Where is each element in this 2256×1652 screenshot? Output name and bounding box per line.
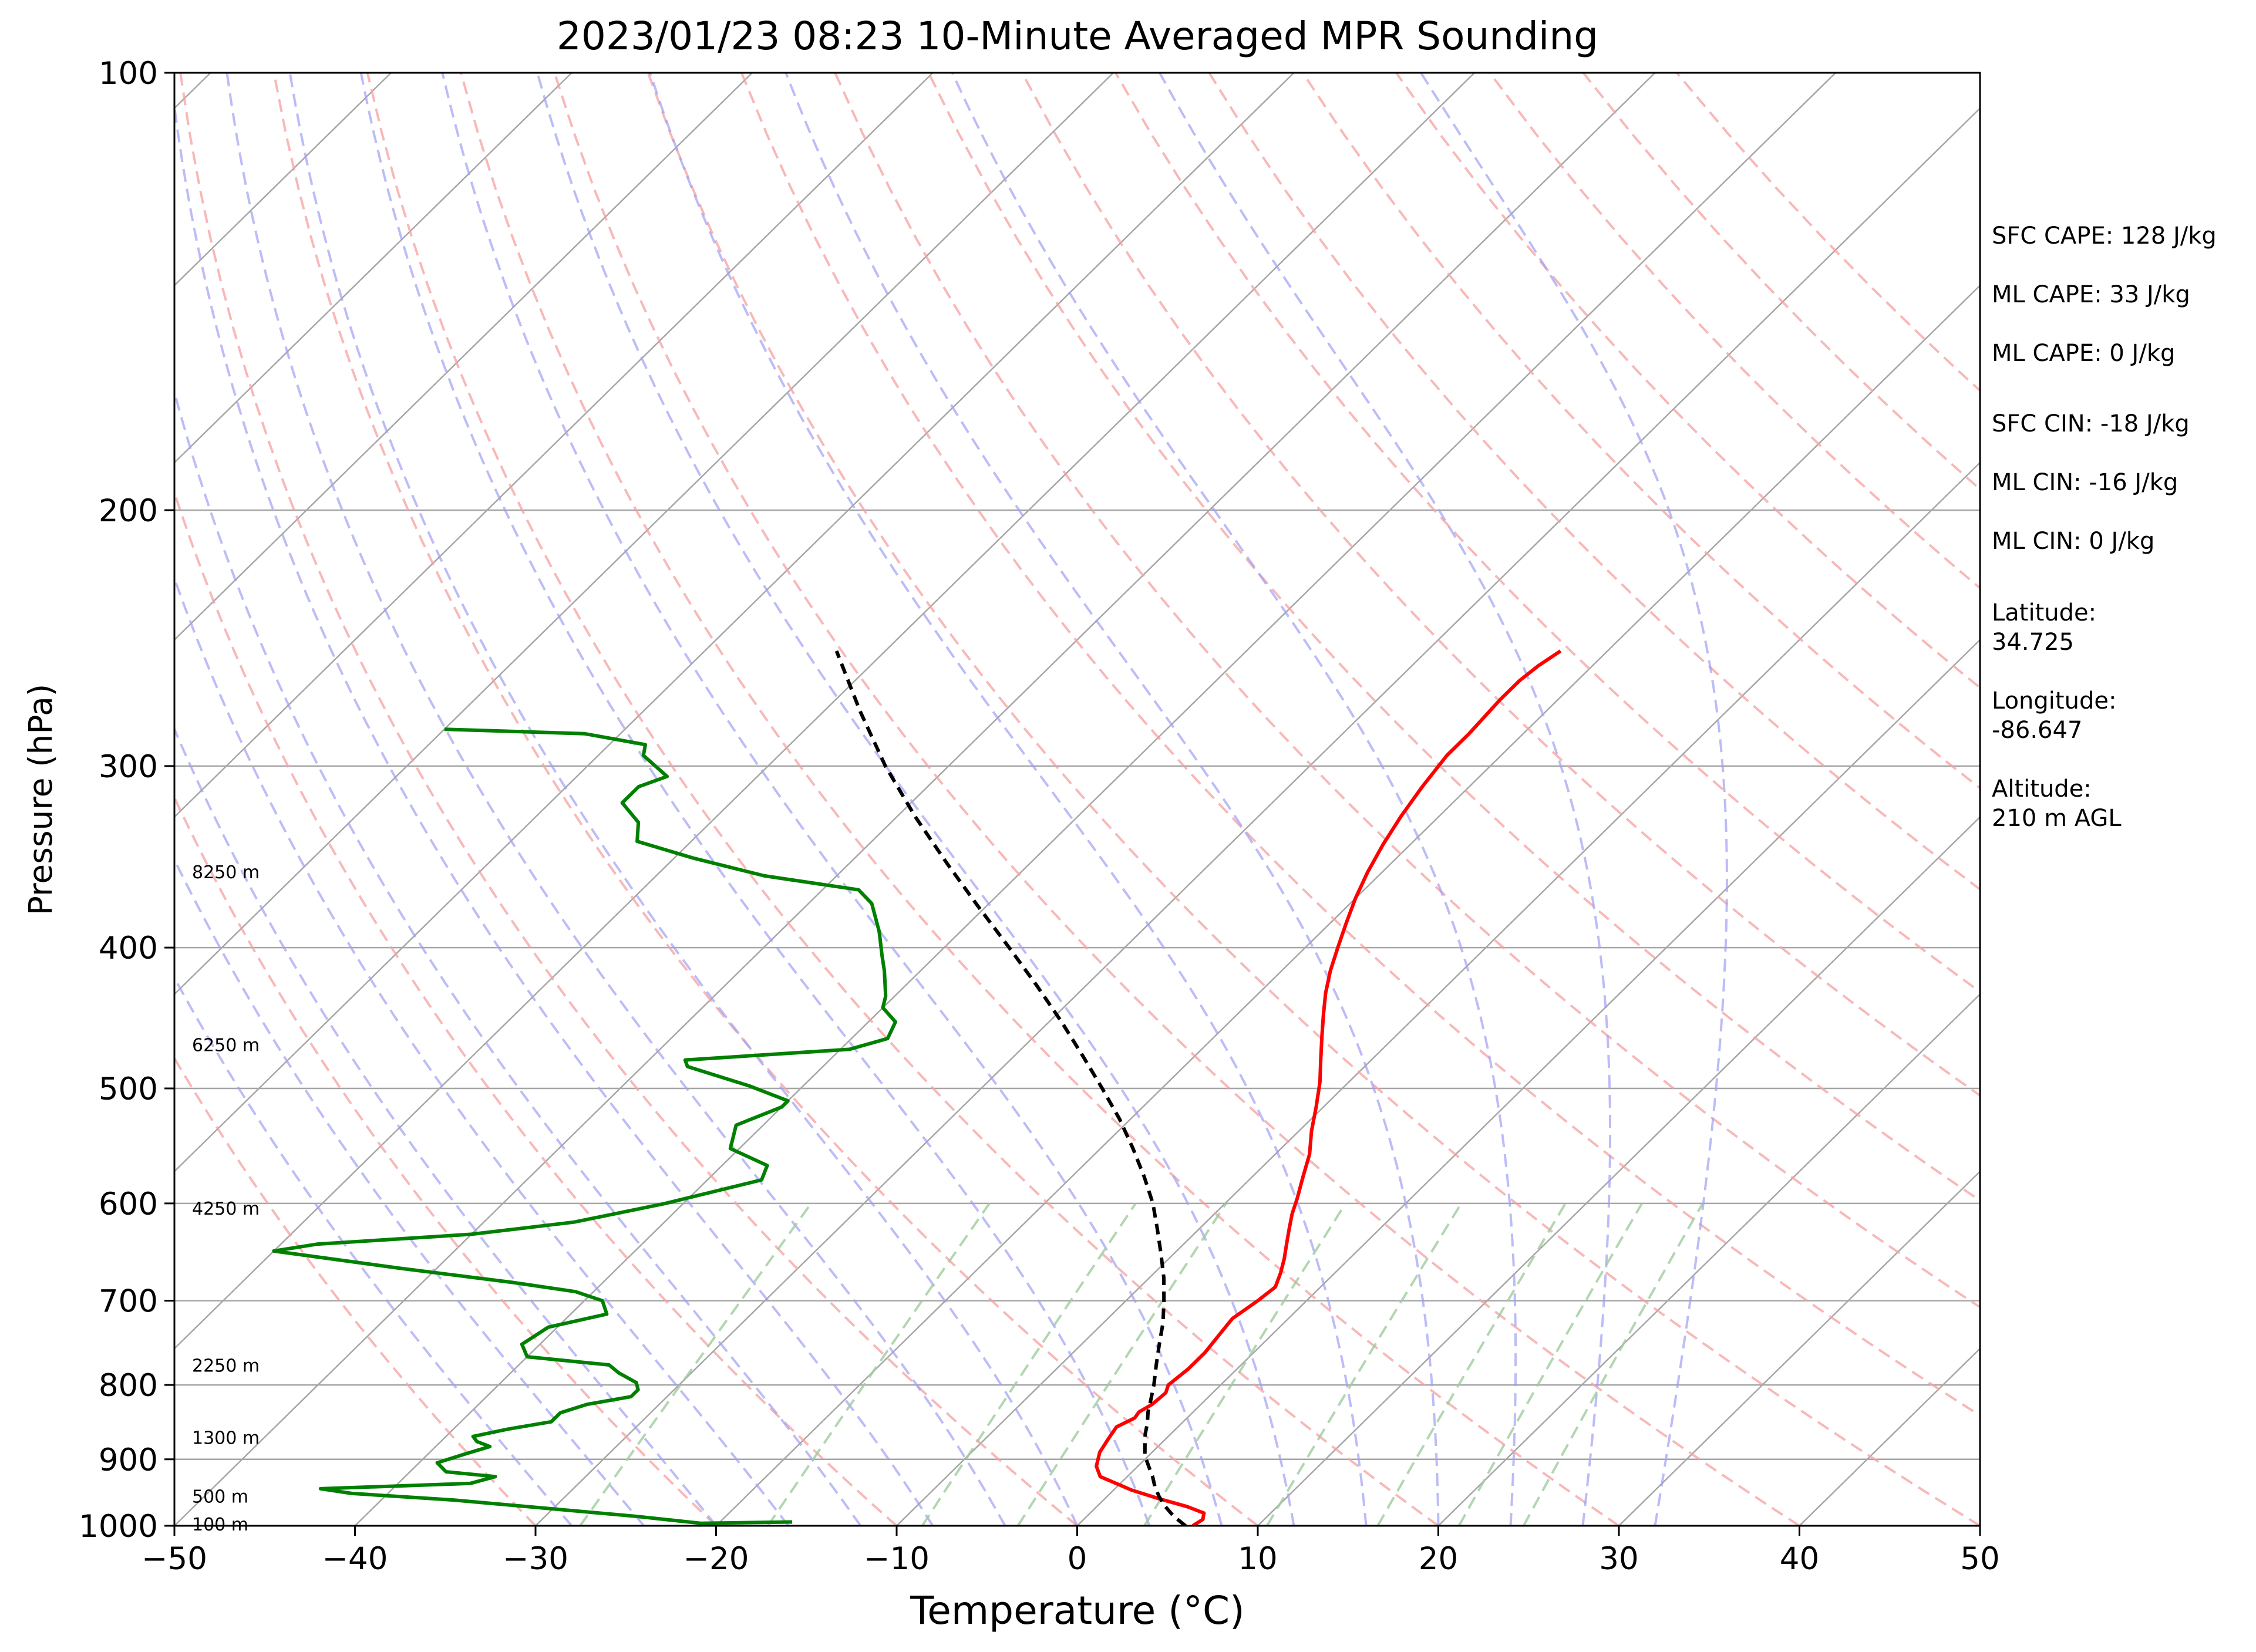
y-axis-label: Pressure (hPa): [22, 684, 59, 916]
y-tick-label: 200: [99, 493, 158, 529]
latitude-label: Latitude:: [1992, 599, 2096, 626]
altitude-value: 210 m AGL: [1992, 805, 2122, 832]
x-axis-label: Temperature (°C): [910, 1588, 1245, 1633]
height-label: 1300 m: [192, 1428, 260, 1448]
x-tick-label: 40: [1780, 1541, 1819, 1577]
y-tick-label: 800: [99, 1368, 158, 1404]
x-tick-label: 0: [1068, 1541, 1087, 1577]
y-tick-label: 400: [99, 930, 158, 966]
x-tick-label: −50: [142, 1541, 207, 1577]
y-tick-label: 100: [99, 56, 158, 92]
height-label: 6250 m: [192, 1036, 260, 1056]
height-label: 100 m: [192, 1515, 248, 1535]
chart-title: 2023/01/23 08:23 10-Minute Averaged MPR …: [557, 14, 1598, 59]
x-tick-label: −10: [864, 1541, 930, 1577]
x-tick-label: 50: [1960, 1541, 1999, 1577]
height-label: 8250 m: [192, 862, 260, 883]
x-tick-label: 30: [1599, 1541, 1638, 1577]
x-tick-label: 10: [1238, 1541, 1277, 1577]
x-tick-label: −20: [683, 1541, 749, 1577]
x-tick-label: 20: [1419, 1541, 1458, 1577]
x-tick-label: −40: [322, 1541, 388, 1577]
y-tick-label: 600: [99, 1186, 158, 1222]
longitude-value: -86.647: [1992, 717, 2082, 744]
ml-cape-text-2: ML CAPE: 0 J/kg: [1992, 340, 2175, 367]
x-tick-label: −30: [503, 1541, 568, 1577]
ml-cape-text: ML CAPE: 33 J/kg: [1992, 281, 2190, 308]
y-tick-label: 700: [99, 1284, 158, 1320]
sfc-cin-text: SFC CIN: -18 J/kg: [1992, 410, 2190, 437]
y-tick-label: 500: [99, 1071, 158, 1107]
altitude-label: Altitude:: [1992, 776, 2092, 803]
latitude-value: 34.725: [1992, 629, 2074, 656]
y-tick-label: 1000: [79, 1509, 158, 1545]
y-tick-label: 900: [99, 1442, 158, 1478]
height-label: 500 m: [192, 1487, 248, 1508]
height-label: 4250 m: [192, 1199, 260, 1219]
ml-cin-text: ML CIN: -16 J/kg: [1992, 469, 2178, 496]
height-label: 2250 m: [192, 1356, 260, 1376]
y-tick-label: 300: [99, 749, 158, 785]
sfc-cape-text: SFC CAPE: 128 J/kg: [1992, 222, 2217, 250]
ml-cin-text-2: ML CIN: 0 J/kg: [1992, 528, 2154, 555]
longitude-label: Longitude:: [1992, 687, 2116, 714]
